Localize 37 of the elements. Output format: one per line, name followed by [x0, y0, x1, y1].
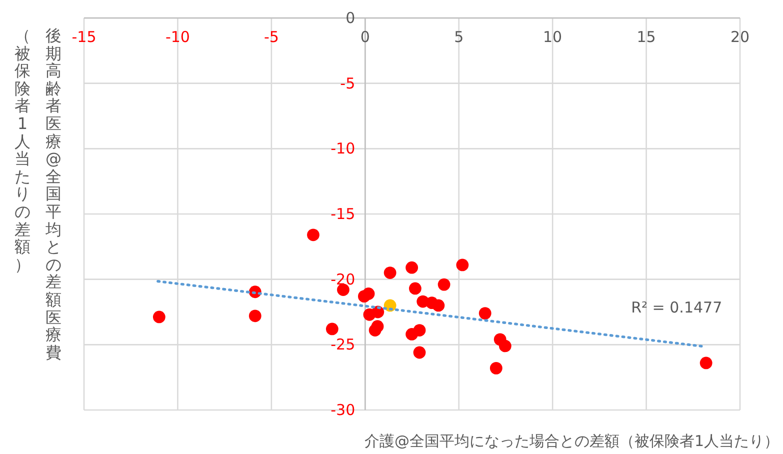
point	[498, 340, 512, 352]
y-tick-label: -20	[330, 270, 356, 288]
y-tick-label: -15	[330, 205, 356, 223]
point	[456, 258, 469, 272]
point	[406, 261, 418, 274]
point	[368, 324, 382, 336]
point	[152, 310, 166, 324]
x-tick-label: -5	[264, 28, 279, 46]
point	[362, 288, 375, 300]
y-tick-label: 0	[346, 9, 356, 27]
x-tick-label: -15	[72, 28, 96, 46]
point	[432, 299, 445, 312]
x-tick-label: 5	[454, 28, 464, 46]
point	[384, 266, 396, 279]
point	[700, 356, 712, 370]
point	[326, 322, 338, 336]
point	[413, 346, 426, 359]
point	[307, 228, 320, 242]
x-tick-label: 10	[543, 28, 562, 46]
point	[413, 324, 426, 336]
y-tick-label: -5	[340, 74, 356, 92]
x-tick-label: -10	[165, 28, 190, 46]
point	[438, 278, 450, 291]
x-axis-title: 介護@全国平均になった場合との差額（被保険者1人当たり）	[364, 432, 779, 450]
point	[248, 310, 262, 322]
y-tick-label: -30	[330, 401, 356, 419]
point	[490, 362, 502, 374]
point	[408, 282, 422, 295]
y-tick-label: -10	[330, 140, 356, 158]
x-tick-label: 0	[360, 28, 370, 46]
y-tick-label: -25	[330, 336, 356, 354]
annotation: R² = 0.1477	[631, 298, 722, 317]
point	[478, 307, 492, 320]
point	[372, 306, 384, 318]
text: 後期高齢者医療@全国平均との差額医療費（被保険者1人当たりの差額）	[14, 26, 62, 362]
x-tick-label: 15	[636, 28, 656, 46]
x-tick-label: 20	[730, 28, 750, 46]
